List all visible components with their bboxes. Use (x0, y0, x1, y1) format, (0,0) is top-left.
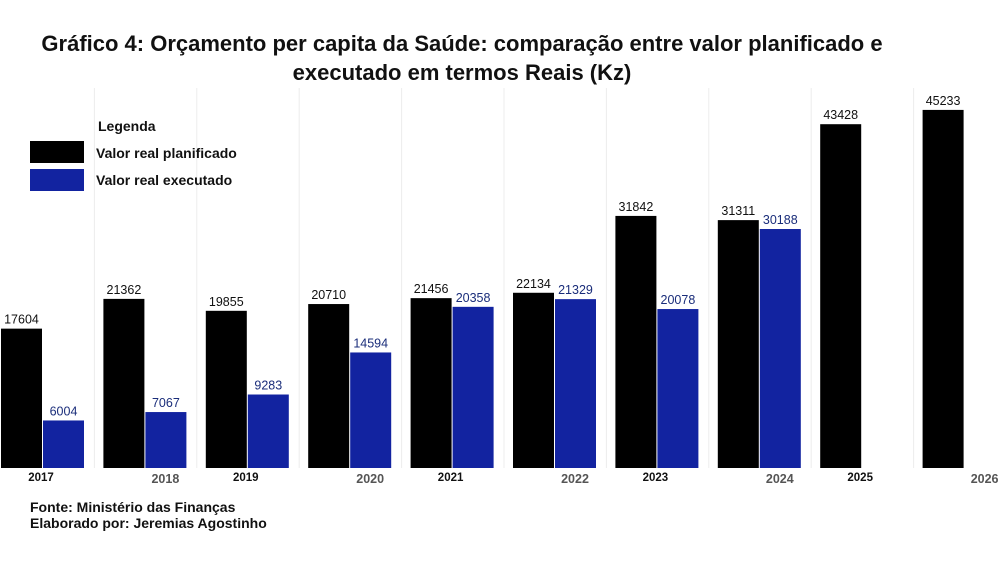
x-tick-label-2024: 2024 (766, 472, 794, 486)
bars-group (1, 109, 964, 468)
bar-planned-2023 (615, 215, 657, 468)
x-tick-label-2019: 2019 (233, 472, 259, 484)
data-label-planned-2022: 22134 (516, 277, 551, 291)
data-label-executed-2021: 20358 (456, 291, 491, 305)
bar-executed-2019 (247, 394, 289, 468)
bar-planned-2022 (513, 292, 554, 468)
data-label-executed-2018: 7067 (152, 396, 180, 410)
bar-executed-2018 (145, 412, 187, 468)
data-label-executed-2020: 14594 (353, 336, 388, 350)
bar-executed-2021 (452, 306, 494, 468)
legend-swatch-executed (30, 169, 84, 191)
legend: Legenda Valor real planificado Valor rea… (30, 118, 237, 191)
legend-label-executed: Valor real executado (96, 172, 232, 188)
chart-title-line-1: Gráfico 4: Orçamento per capita da Saúde… (41, 31, 882, 56)
data-label-planned-2024: 31311 (721, 204, 755, 218)
x-tick-label-2021: 2021 (438, 472, 464, 484)
chart-title-line-2: executado em termos Reais (Kz) (293, 60, 632, 85)
bar-executed-2020 (350, 352, 392, 468)
bar-planned-2017 (1, 328, 42, 468)
data-label-planned-2018: 21362 (107, 283, 142, 297)
data-label-planned-2025: 43428 (823, 108, 858, 122)
bar-executed-2017 (43, 420, 84, 468)
data-label-executed-2017: 6004 (50, 404, 78, 418)
data-label-planned-2026: 45233 (926, 94, 961, 108)
x-tick-label-2023: 2023 (643, 472, 669, 484)
x-tick-label-2022: 2022 (561, 472, 589, 486)
x-axis-ticks: 2017 2018 2019 2020 2021 2022 2023 2024 2025 2026 (28, 472, 998, 486)
bar-planned-2018 (103, 298, 145, 468)
data-label-executed-2023: 20078 (661, 293, 696, 307)
bar-executed-2023 (657, 309, 699, 468)
data-label-planned-2017: 17604 (4, 313, 39, 327)
data-label-executed-2024: 30188 (763, 213, 798, 227)
bar-planned-2024 (717, 220, 759, 468)
vertical-gridlines (93, 88, 915, 468)
bar-executed-2024 (759, 229, 801, 468)
legend-label-planned: Valor real planificado (96, 145, 237, 161)
x-tick-label-2017: 2017 (28, 472, 54, 484)
bar-planned-2026 (922, 109, 964, 468)
bar-executed-2022 (555, 299, 596, 468)
x-tick-label-2018: 2018 (151, 472, 179, 486)
x-tick-label-2025: 2025 (847, 472, 873, 484)
data-label-planned-2019: 19855 (209, 295, 244, 309)
bar-planned-2025 (820, 124, 862, 468)
author-note: Elaborado por: Jeremias Agostinho (30, 515, 267, 531)
x-tick-label-2020: 2020 (356, 472, 384, 486)
bar-planned-2021 (410, 298, 452, 468)
bar-planned-2019 (205, 310, 247, 468)
legend-title: Legenda (98, 118, 156, 134)
data-labels-group: 17604 6004 21362 7067 19855 9283 20710 14594 214… (4, 94, 960, 419)
data-label-executed-2022: 21329 (558, 283, 593, 297)
data-label-planned-2020: 20710 (311, 288, 346, 302)
legend-swatch-planned (30, 141, 84, 163)
data-label-planned-2021: 21456 (414, 282, 449, 296)
source-note: Fonte: Ministério das Finanças (30, 499, 236, 515)
bar-planned-2020 (308, 304, 350, 468)
data-label-executed-2019: 9283 (254, 379, 282, 393)
x-tick-label-2026: 2026 (971, 472, 999, 486)
data-label-planned-2023: 31842 (619, 200, 654, 214)
